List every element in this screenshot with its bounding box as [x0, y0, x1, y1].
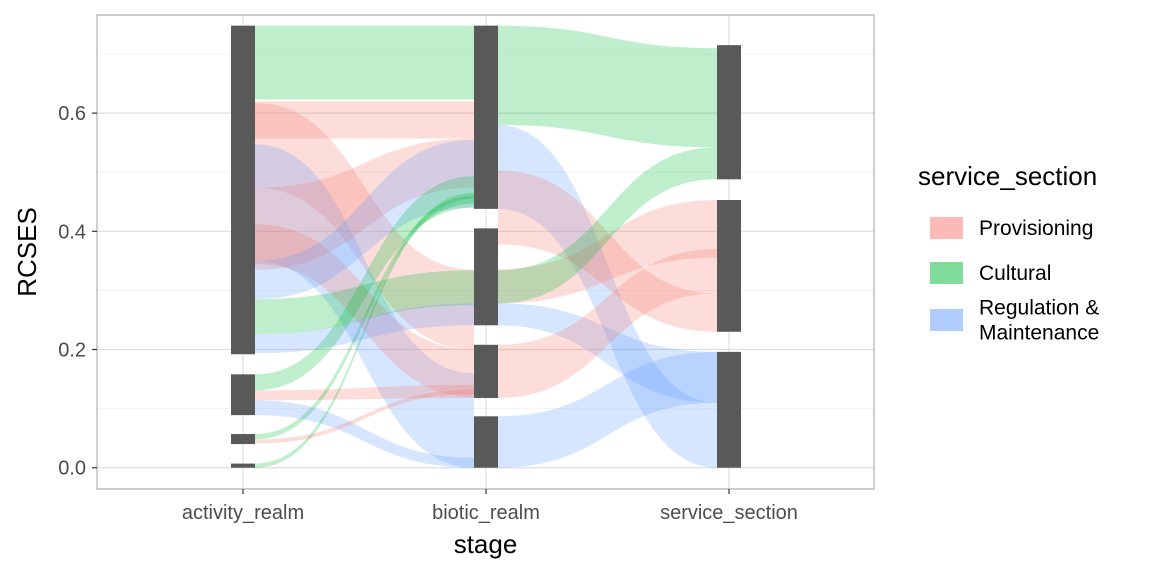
flow-cultural [255, 195, 474, 440]
flow-provisioning [255, 389, 474, 444]
y-axis-title: RCSES [12, 207, 42, 297]
flow-regulation [255, 303, 474, 354]
x-axis-title: stage [454, 529, 518, 559]
stratum-bar [231, 434, 255, 445]
flow-provisioning [255, 103, 474, 350]
flow-regulation [255, 400, 474, 468]
y-tick-label: 0.2 [58, 340, 86, 362]
stratum-bar [231, 374, 255, 416]
flow-provisioning [255, 384, 474, 401]
legend-key-cultural [930, 262, 963, 284]
stratum-bar [474, 416, 498, 468]
flow-provisioning [255, 224, 474, 397]
legend: service_section Provisioning Cultural Regu… [918, 161, 1099, 345]
flow-cultural [255, 25, 474, 100]
y-tick-label: 0.6 [58, 103, 86, 125]
y-tick-label: 0.0 [58, 458, 86, 480]
flow-provisioning [498, 199, 717, 304]
legend-key-regulation [930, 309, 963, 331]
flow-provisioning [498, 249, 717, 398]
legend-key-provisioning [930, 217, 963, 239]
flow-regulation [255, 139, 474, 300]
legend-label-provisioning: Provisioning [979, 217, 1093, 240]
flow-regulation [498, 303, 717, 403]
stratum-bar [474, 25, 498, 209]
y-axis-ticks: 0.0 0.2 0.4 0.6 [58, 103, 97, 480]
x-tick-label: biotic_realm [432, 502, 540, 524]
x-tick-label: service_section [660, 502, 798, 524]
flow-provisioning [255, 101, 474, 139]
legend-label-cultural: Cultural [979, 262, 1051, 285]
flow-cultural [498, 25, 717, 148]
stratum-bar [717, 45, 741, 180]
stratum-bar [717, 199, 741, 332]
y-tick-label: 0.4 [58, 221, 86, 243]
legend-label-regulation: Regulation & Maintenance [979, 297, 1099, 345]
x-tick-label: activity_realm [182, 502, 304, 524]
stratum-bar [474, 228, 498, 326]
x-axis-ticks: activity_realm biotic_realm service_sectio… [182, 489, 798, 524]
flow-regulation [498, 351, 717, 468]
flow-provisioning [498, 170, 717, 332]
flow-provisioning [255, 138, 474, 270]
flow-regulation [498, 124, 717, 468]
flow-cultural [498, 147, 717, 304]
legend-title: service_section [918, 161, 1097, 191]
flow-cultural [255, 270, 474, 335]
stratum-bar [231, 463, 255, 468]
strata-layer [231, 25, 741, 468]
flow-layer [255, 25, 717, 468]
stratum-bar [717, 351, 741, 468]
flow-cultural [255, 192, 474, 468]
flow-regulation [255, 144, 474, 468]
flow-cultural [255, 176, 474, 391]
stratum-bar [474, 344, 498, 398]
stratum-bar [231, 25, 255, 355]
